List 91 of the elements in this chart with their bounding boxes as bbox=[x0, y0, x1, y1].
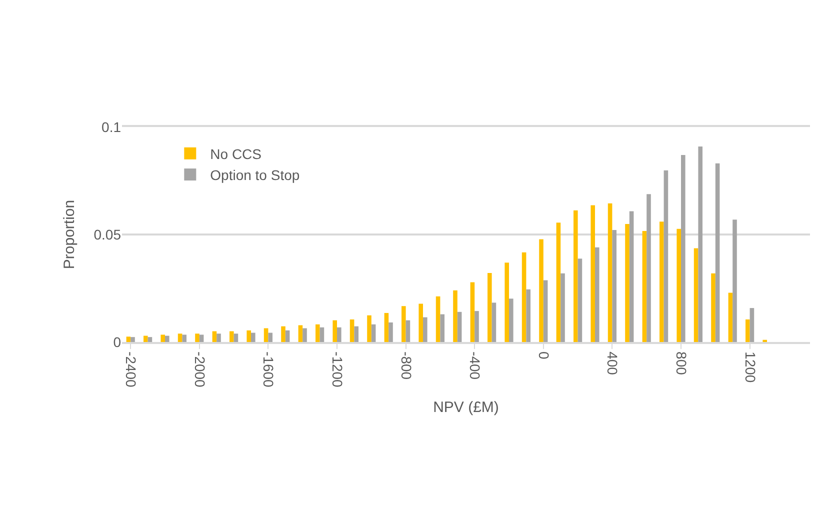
bar bbox=[522, 252, 526, 342]
x-tick-label: -1600 bbox=[260, 352, 277, 388]
bar bbox=[212, 331, 217, 342]
legend-label: No CCS bbox=[210, 146, 262, 162]
y-tick-label: 0.05 bbox=[94, 226, 122, 242]
bar bbox=[251, 332, 256, 342]
bar bbox=[488, 272, 492, 342]
bar bbox=[160, 334, 165, 342]
bar bbox=[646, 194, 651, 342]
bar bbox=[148, 337, 152, 342]
bar bbox=[384, 312, 389, 342]
bar bbox=[195, 334, 200, 342]
x-tick-label: -800 bbox=[398, 352, 414, 380]
bar bbox=[406, 320, 410, 342]
bar bbox=[612, 230, 616, 342]
bar bbox=[130, 337, 135, 342]
bar bbox=[234, 334, 238, 342]
bar bbox=[504, 262, 509, 342]
bar bbox=[492, 302, 496, 342]
bar bbox=[625, 224, 630, 342]
bar bbox=[728, 292, 733, 342]
bar bbox=[711, 273, 716, 342]
bar bbox=[354, 326, 358, 342]
bar bbox=[337, 327, 342, 342]
x-tick-label: -400 bbox=[467, 352, 484, 380]
bar bbox=[268, 332, 272, 342]
bar bbox=[732, 220, 737, 342]
bar bbox=[182, 334, 186, 342]
bar bbox=[595, 247, 600, 342]
bar bbox=[629, 211, 634, 342]
bar bbox=[698, 146, 702, 342]
bar bbox=[642, 231, 647, 342]
bar bbox=[560, 273, 565, 342]
bar bbox=[556, 222, 561, 342]
bar bbox=[281, 326, 286, 342]
y-tick-label: 0.1 bbox=[102, 118, 122, 135]
x-tick-label: 800 bbox=[673, 352, 690, 376]
bar bbox=[216, 334, 221, 342]
bar bbox=[608, 203, 612, 342]
bar bbox=[320, 327, 324, 342]
bar bbox=[436, 296, 440, 342]
bar bbox=[574, 210, 578, 342]
bar bbox=[264, 328, 268, 342]
x-tick-label: -2000 bbox=[192, 352, 208, 388]
bar bbox=[578, 258, 582, 342]
bar bbox=[371, 324, 376, 342]
bar bbox=[543, 280, 548, 342]
x-tick-label: -1200 bbox=[329, 352, 346, 388]
bar bbox=[388, 322, 393, 342]
bar bbox=[676, 228, 681, 342]
bar bbox=[230, 331, 234, 342]
bar bbox=[418, 304, 423, 342]
bar bbox=[402, 306, 406, 342]
bar bbox=[539, 239, 544, 342]
bar bbox=[681, 154, 686, 342]
bar bbox=[509, 298, 514, 342]
bar bbox=[126, 336, 131, 342]
bar bbox=[298, 325, 303, 342]
bar bbox=[457, 312, 462, 342]
bar bbox=[332, 320, 337, 342]
bar bbox=[199, 334, 204, 342]
x-tick-label: 1200 bbox=[742, 352, 758, 383]
bar bbox=[474, 311, 479, 342]
x-tick-label: 0 bbox=[536, 352, 552, 360]
y-axis-title: Proportion bbox=[61, 200, 78, 270]
bar bbox=[144, 336, 148, 342]
bar bbox=[715, 163, 720, 342]
bar bbox=[694, 248, 698, 342]
bar bbox=[660, 222, 664, 342]
bar bbox=[178, 334, 182, 342]
bar bbox=[246, 330, 251, 342]
x-tick-label: 400 bbox=[604, 352, 621, 376]
legend-label: Option to Stop bbox=[210, 167, 300, 184]
bar bbox=[367, 315, 372, 342]
bar bbox=[440, 314, 444, 342]
bar bbox=[453, 290, 458, 342]
bar bbox=[590, 205, 595, 342]
bar bbox=[746, 319, 750, 342]
bar bbox=[302, 328, 307, 342]
bar bbox=[526, 289, 530, 342]
bar bbox=[350, 319, 354, 342]
bar bbox=[470, 282, 475, 342]
bar bbox=[165, 336, 170, 342]
bar bbox=[423, 317, 428, 342]
y-tick-label: 0 bbox=[113, 334, 122, 350]
bar bbox=[750, 308, 754, 342]
x-tick-label: -2400 bbox=[123, 352, 140, 388]
bar bbox=[664, 170, 668, 342]
x-axis-title: NPV (£M) bbox=[433, 399, 499, 416]
bar bbox=[316, 324, 320, 342]
bar bbox=[285, 330, 290, 342]
